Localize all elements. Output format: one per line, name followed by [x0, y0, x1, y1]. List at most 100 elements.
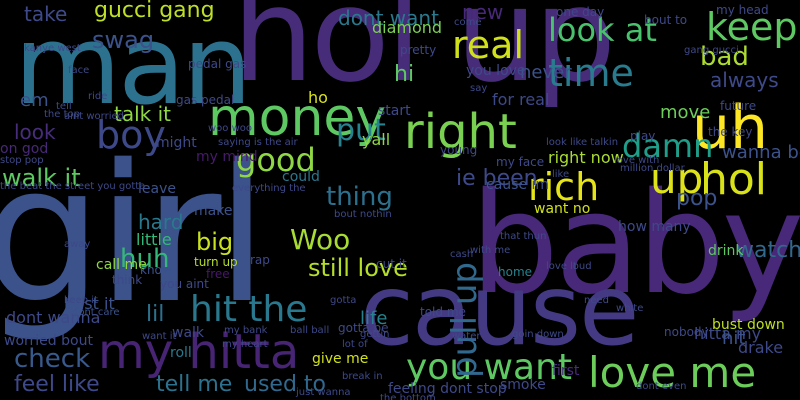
word: ball ball	[290, 325, 330, 336]
word: want no	[534, 201, 591, 217]
word: hitta my	[694, 324, 762, 343]
word: rap	[250, 253, 270, 267]
word: woo woo	[208, 123, 253, 134]
word: home	[498, 265, 533, 279]
word: my mind	[196, 149, 258, 165]
word: you love	[466, 63, 526, 79]
word: roll	[170, 345, 192, 361]
word: that thun	[500, 231, 547, 242]
word: start	[378, 103, 411, 119]
word: for real	[492, 90, 550, 109]
word: Woo	[290, 223, 351, 256]
word: always	[710, 68, 779, 92]
word: keep	[706, 5, 798, 49]
word: my hitta	[98, 324, 300, 380]
word: new	[462, 0, 504, 24]
word: ride	[88, 91, 108, 102]
word: love it	[546, 261, 577, 272]
word: know	[140, 263, 172, 277]
word: pretty	[400, 43, 437, 57]
word: kanye west	[24, 43, 81, 54]
word: baby	[470, 163, 800, 326]
word: young	[440, 143, 478, 157]
word: like	[552, 169, 570, 180]
word: lil	[146, 302, 165, 327]
word: feel like	[14, 372, 100, 397]
word: boy	[96, 113, 166, 157]
word: turn up	[194, 255, 238, 269]
word: hi	[394, 62, 415, 87]
word: loud	[570, 261, 592, 272]
word: talk it	[114, 102, 171, 126]
word: pull up	[445, 262, 485, 378]
word: rich	[528, 165, 600, 209]
word: you want	[406, 347, 573, 388]
word: watch me	[736, 238, 800, 263]
word: hard	[138, 210, 184, 234]
word: money	[208, 88, 387, 148]
word: keep it	[64, 295, 98, 306]
word: bust down	[712, 317, 785, 333]
word: bout to	[644, 13, 688, 27]
word: dont wanna	[6, 308, 101, 327]
word: goin down	[512, 329, 564, 340]
word: stop pop	[0, 155, 44, 166]
word: used to	[244, 372, 326, 397]
word: right	[404, 104, 517, 160]
word: uh	[692, 93, 769, 163]
word: make	[194, 203, 233, 219]
word: face	[68, 65, 90, 76]
word: look	[14, 120, 56, 144]
word: hit the	[190, 289, 308, 330]
word: look like talkin	[546, 137, 619, 148]
word: huh	[120, 244, 170, 274]
word: drink	[708, 243, 744, 259]
word: smoke	[500, 377, 546, 393]
word: gang gucci	[684, 45, 739, 56]
word: put	[336, 113, 386, 148]
word: how many	[618, 219, 691, 235]
word: ho	[308, 88, 328, 107]
word: gucci gang	[94, 0, 215, 23]
word: pop	[676, 186, 718, 211]
word: drake	[738, 338, 784, 357]
word: the top	[44, 109, 80, 120]
word: my bank	[224, 325, 268, 336]
word: give me	[312, 351, 369, 367]
word: thing	[326, 182, 393, 212]
word: cause	[360, 254, 639, 368]
word: dont want	[338, 6, 439, 30]
word: dont even	[636, 381, 687, 392]
word: up	[650, 154, 704, 203]
word: love with	[614, 155, 660, 166]
word: water	[452, 331, 481, 342]
word: take	[24, 2, 68, 26]
word: gas pedal	[176, 93, 235, 107]
word: you aint	[160, 277, 209, 291]
word: gettin	[360, 329, 390, 340]
word: cause im	[486, 177, 550, 193]
word: damn	[622, 127, 714, 165]
word: need	[584, 295, 609, 306]
word: good	[236, 141, 316, 179]
word: my heart	[222, 339, 268, 350]
word: move	[660, 102, 711, 123]
word: my face	[496, 155, 545, 169]
word: still love	[308, 254, 408, 282]
word: might	[156, 135, 197, 151]
word: the bottom	[380, 393, 436, 400]
word: free	[206, 267, 230, 281]
word: call me	[96, 257, 147, 273]
word: yall	[362, 130, 391, 149]
word: gotta be	[338, 321, 389, 335]
word: white	[616, 303, 644, 314]
word: girl	[0, 124, 268, 345]
word: big	[196, 228, 234, 256]
word: worried bout	[4, 333, 93, 349]
word: million dollar	[620, 163, 685, 174]
word: just wanna	[296, 387, 351, 398]
word: never	[520, 62, 572, 83]
word: my head	[716, 3, 769, 17]
word: feeling dont stop	[388, 381, 507, 397]
